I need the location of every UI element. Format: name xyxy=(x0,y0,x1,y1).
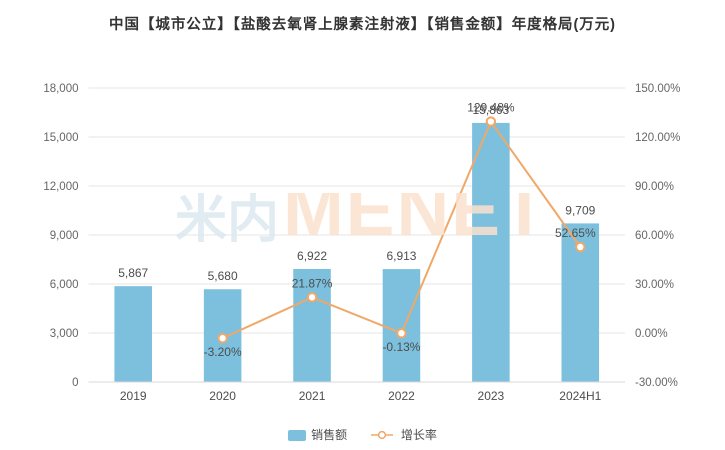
svg-text:5,867: 5,867 xyxy=(118,266,148,280)
svg-text:2022: 2022 xyxy=(388,389,415,403)
svg-text:-0.13%: -0.13% xyxy=(382,340,420,354)
svg-text:2023: 2023 xyxy=(478,389,505,403)
svg-text:3,000: 3,000 xyxy=(50,328,79,340)
svg-text:90.00%: 90.00% xyxy=(635,181,674,193)
svg-text:120.00%: 120.00% xyxy=(635,132,680,144)
svg-text:18,000: 18,000 xyxy=(43,83,78,95)
svg-text:2020: 2020 xyxy=(209,389,236,403)
svg-text:150.00%: 150.00% xyxy=(635,83,680,95)
svg-text:2019: 2019 xyxy=(120,389,147,403)
svg-text:6,000: 6,000 xyxy=(50,279,79,291)
svg-text:12,000: 12,000 xyxy=(43,181,78,193)
svg-text:0: 0 xyxy=(72,377,78,389)
svg-text:2021: 2021 xyxy=(299,389,326,403)
svg-text:52.65%: 52.65% xyxy=(555,226,596,240)
svg-text:6,922: 6,922 xyxy=(297,249,327,263)
svg-text:60.00%: 60.00% xyxy=(635,230,674,242)
svg-text:-30.00%: -30.00% xyxy=(635,377,678,389)
svg-text:30.00%: 30.00% xyxy=(635,279,674,291)
svg-text:9,000: 9,000 xyxy=(50,230,79,242)
svg-text:129.48%: 129.48% xyxy=(467,101,515,115)
svg-text:5,680: 5,680 xyxy=(208,269,238,283)
svg-text:2024H1: 2024H1 xyxy=(559,389,601,403)
svg-text:-3.20%: -3.20% xyxy=(204,345,242,359)
svg-text:9,709: 9,709 xyxy=(565,203,595,217)
svg-text:0.00%: 0.00% xyxy=(635,328,668,340)
svg-text:6,913: 6,913 xyxy=(386,249,416,263)
svg-text:15,000: 15,000 xyxy=(43,132,78,144)
svg-text:21.87%: 21.87% xyxy=(292,276,333,290)
